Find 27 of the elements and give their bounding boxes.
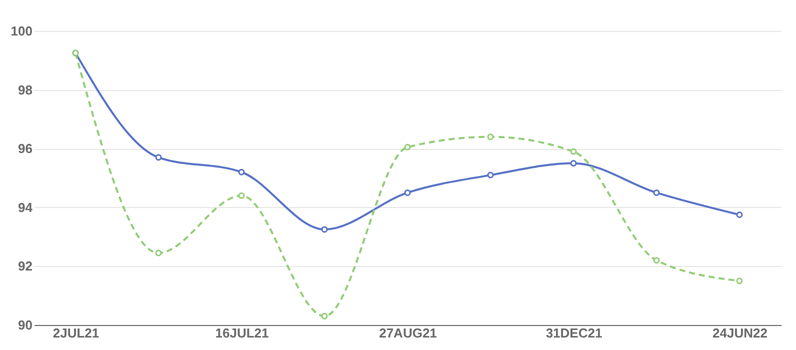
point	[238, 192, 245, 199]
y-tick-label: 94	[18, 200, 34, 215]
y-tick-label: 90	[18, 318, 32, 332]
y-tick-label: 92	[18, 258, 32, 274]
point	[653, 189, 660, 196]
x-tick-label: 24JUN22	[712, 326, 768, 340]
y-tick-label: 98	[18, 82, 32, 98]
point	[570, 160, 577, 167]
point	[155, 250, 162, 256]
point	[321, 312, 328, 320]
point	[570, 148, 577, 155]
x-tick-label: 27AUG21	[379, 326, 437, 340]
point	[321, 226, 328, 233]
point	[487, 172, 494, 178]
x-tick-label: 16JUL21	[215, 326, 269, 340]
y-tick-label: 96	[18, 141, 32, 156]
point	[404, 189, 411, 196]
point	[736, 212, 743, 218]
x-tick-label: 2JUL21	[52, 326, 100, 340]
x-tick-label: 31DEC21	[546, 326, 602, 340]
point	[736, 278, 743, 284]
point	[238, 168, 245, 176]
y-tick-label: 100	[10, 24, 32, 38]
point	[487, 134, 494, 140]
point	[404, 144, 411, 150]
point	[155, 154, 162, 161]
point	[653, 257, 660, 264]
